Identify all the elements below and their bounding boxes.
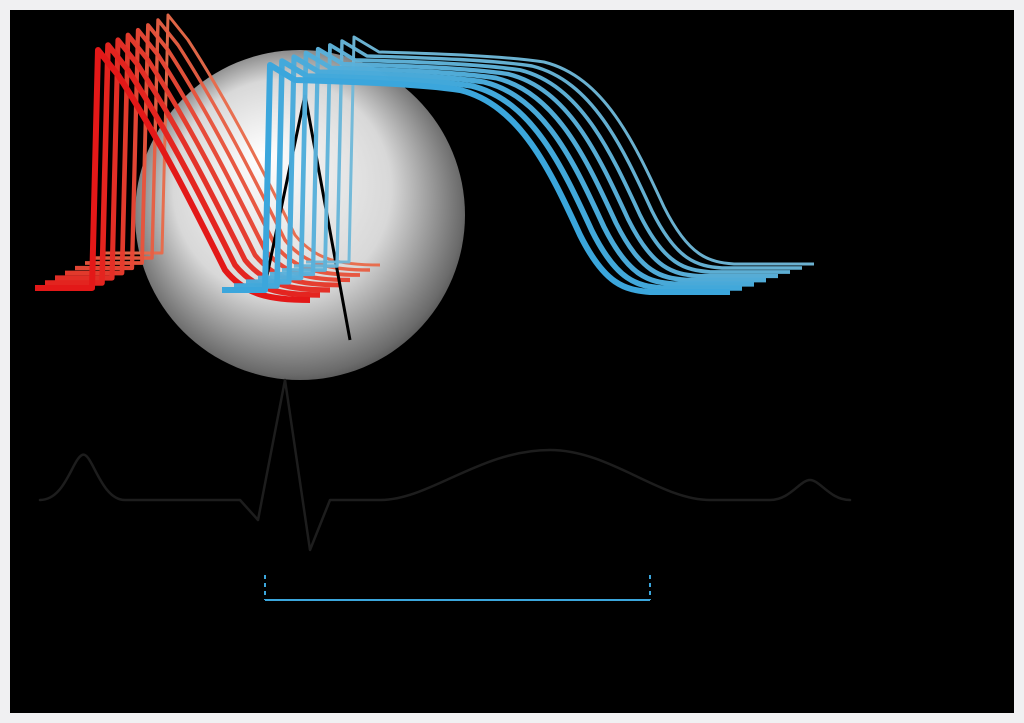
- qt-bracket: [265, 575, 650, 600]
- diagram-frame: [10, 10, 1014, 713]
- ecg-trace: [40, 380, 850, 550]
- diagram-svg: [10, 10, 1014, 713]
